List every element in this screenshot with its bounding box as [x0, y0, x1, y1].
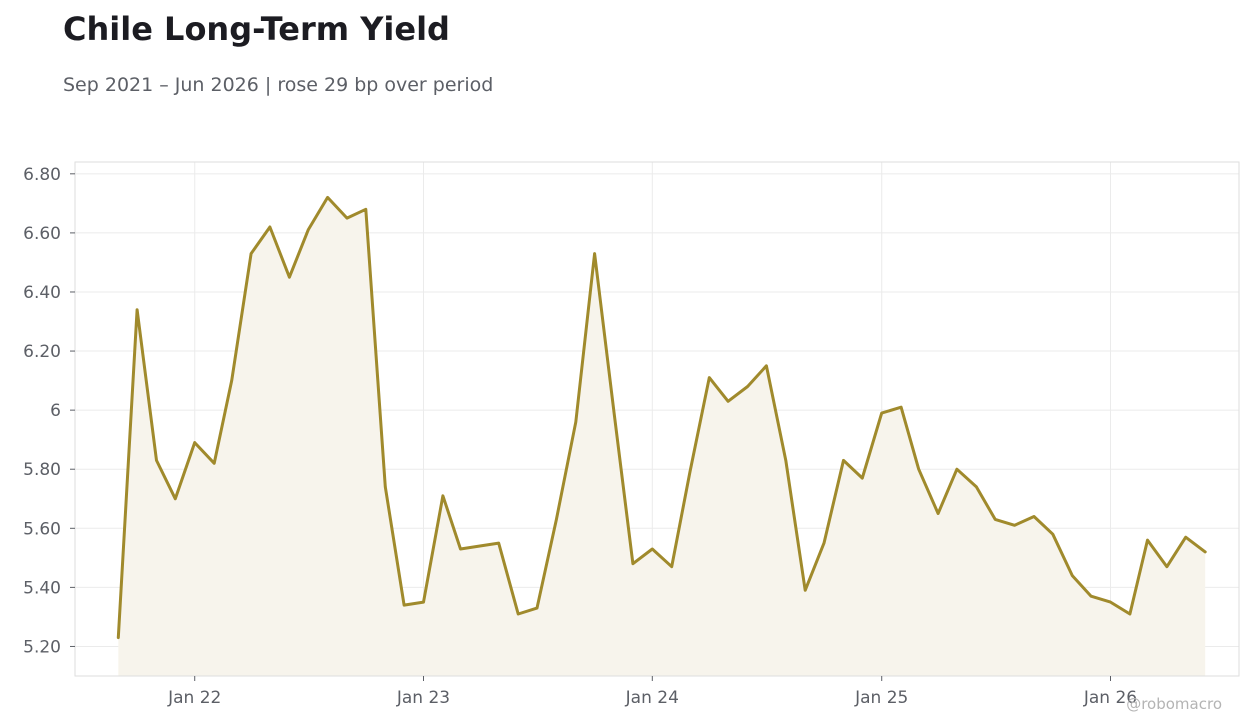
data-point: [1204, 550, 1207, 553]
y-tick-label: 6.20: [23, 342, 61, 362]
data-point: [555, 518, 558, 521]
data-point: [937, 512, 940, 515]
data-point: [346, 217, 349, 220]
data-point: [823, 542, 826, 545]
y-tick-label: 6.60: [23, 224, 61, 244]
x-tick-label: Jan 25: [854, 688, 908, 708]
data-point: [746, 385, 749, 388]
data-point: [441, 494, 444, 497]
data-point: [670, 565, 673, 568]
data-point: [230, 379, 233, 382]
data-point: [307, 228, 310, 231]
chart-title: Chile Long-Term Yield: [63, 10, 450, 48]
data-point: [765, 364, 768, 367]
data-point: [364, 208, 367, 211]
y-tick-label: 5.60: [23, 519, 61, 539]
data-point: [497, 542, 500, 545]
y-tick-label: 6.40: [23, 283, 61, 303]
y-tick-label: 5.20: [23, 637, 61, 657]
x-tick-label: Jan 24: [625, 688, 679, 708]
data-point: [917, 468, 920, 471]
data-point: [1165, 565, 1168, 568]
data-point: [288, 276, 291, 279]
y-tick-label: 6: [50, 401, 61, 421]
data-point: [536, 607, 539, 610]
data-point: [478, 545, 481, 548]
data-point: [804, 589, 807, 592]
data-point: [403, 604, 406, 607]
data-point: [1051, 533, 1054, 536]
data-point: [955, 468, 958, 471]
y-axis-ticks: 5.20 5.40 5.60 5.80 6 6.20 6.40 6.60 6.80: [23, 165, 75, 657]
data-point: [784, 459, 787, 462]
series-line: [116, 195, 1207, 640]
data-point: [268, 226, 271, 229]
data-point: [1090, 595, 1093, 598]
x-tick-label: Jan 23: [396, 688, 450, 708]
data-point: [384, 485, 387, 488]
data-point: [117, 636, 120, 639]
data-point: [1033, 515, 1036, 518]
plot-frame: [74, 161, 1240, 677]
y-tick-label: 5.80: [23, 460, 61, 480]
data-point: [422, 601, 425, 604]
series-area-fill: [118, 197, 1206, 676]
data-point: [136, 308, 139, 311]
data-point: [994, 518, 997, 521]
data-point: [651, 548, 654, 551]
data-point: [900, 406, 903, 409]
data-point: [155, 459, 158, 462]
data-point: [459, 548, 462, 551]
data-point: [1109, 601, 1112, 604]
data-point: [326, 196, 329, 199]
data-point: [842, 459, 845, 462]
data-point: [1128, 613, 1131, 616]
data-point: [1071, 574, 1074, 577]
data-point: [613, 412, 616, 415]
data-point: [213, 462, 216, 465]
data-point: [861, 477, 864, 480]
data-point: [593, 252, 596, 255]
x-axis-ticks: Jan 22 Jan 23 Jan 24 Jan 25 Jan 26: [167, 676, 1137, 708]
data-point: [250, 252, 253, 255]
data-point: [517, 613, 520, 616]
data-point: [193, 441, 196, 444]
data-point: [174, 497, 177, 500]
chart-subtitle: Sep 2021 – Jun 2026 | rose 29 bp over pe…: [63, 74, 494, 96]
x-tick-label: Jan 26: [1083, 688, 1137, 708]
x-tick-label: Jan 22: [167, 688, 221, 708]
watermark: @robomacro: [1126, 695, 1222, 713]
data-point: [1184, 536, 1187, 539]
y-tick-label: 5.40: [23, 578, 61, 598]
y-tick-label: 6.80: [23, 165, 61, 185]
data-point: [574, 421, 577, 424]
data-point: [1146, 539, 1149, 542]
data-point: [975, 485, 978, 488]
data-point: [688, 471, 691, 474]
data-point: [631, 562, 634, 565]
data-point: [1013, 524, 1016, 527]
data-point: [708, 376, 711, 379]
data-point: [727, 400, 730, 403]
data-point: [880, 412, 883, 415]
